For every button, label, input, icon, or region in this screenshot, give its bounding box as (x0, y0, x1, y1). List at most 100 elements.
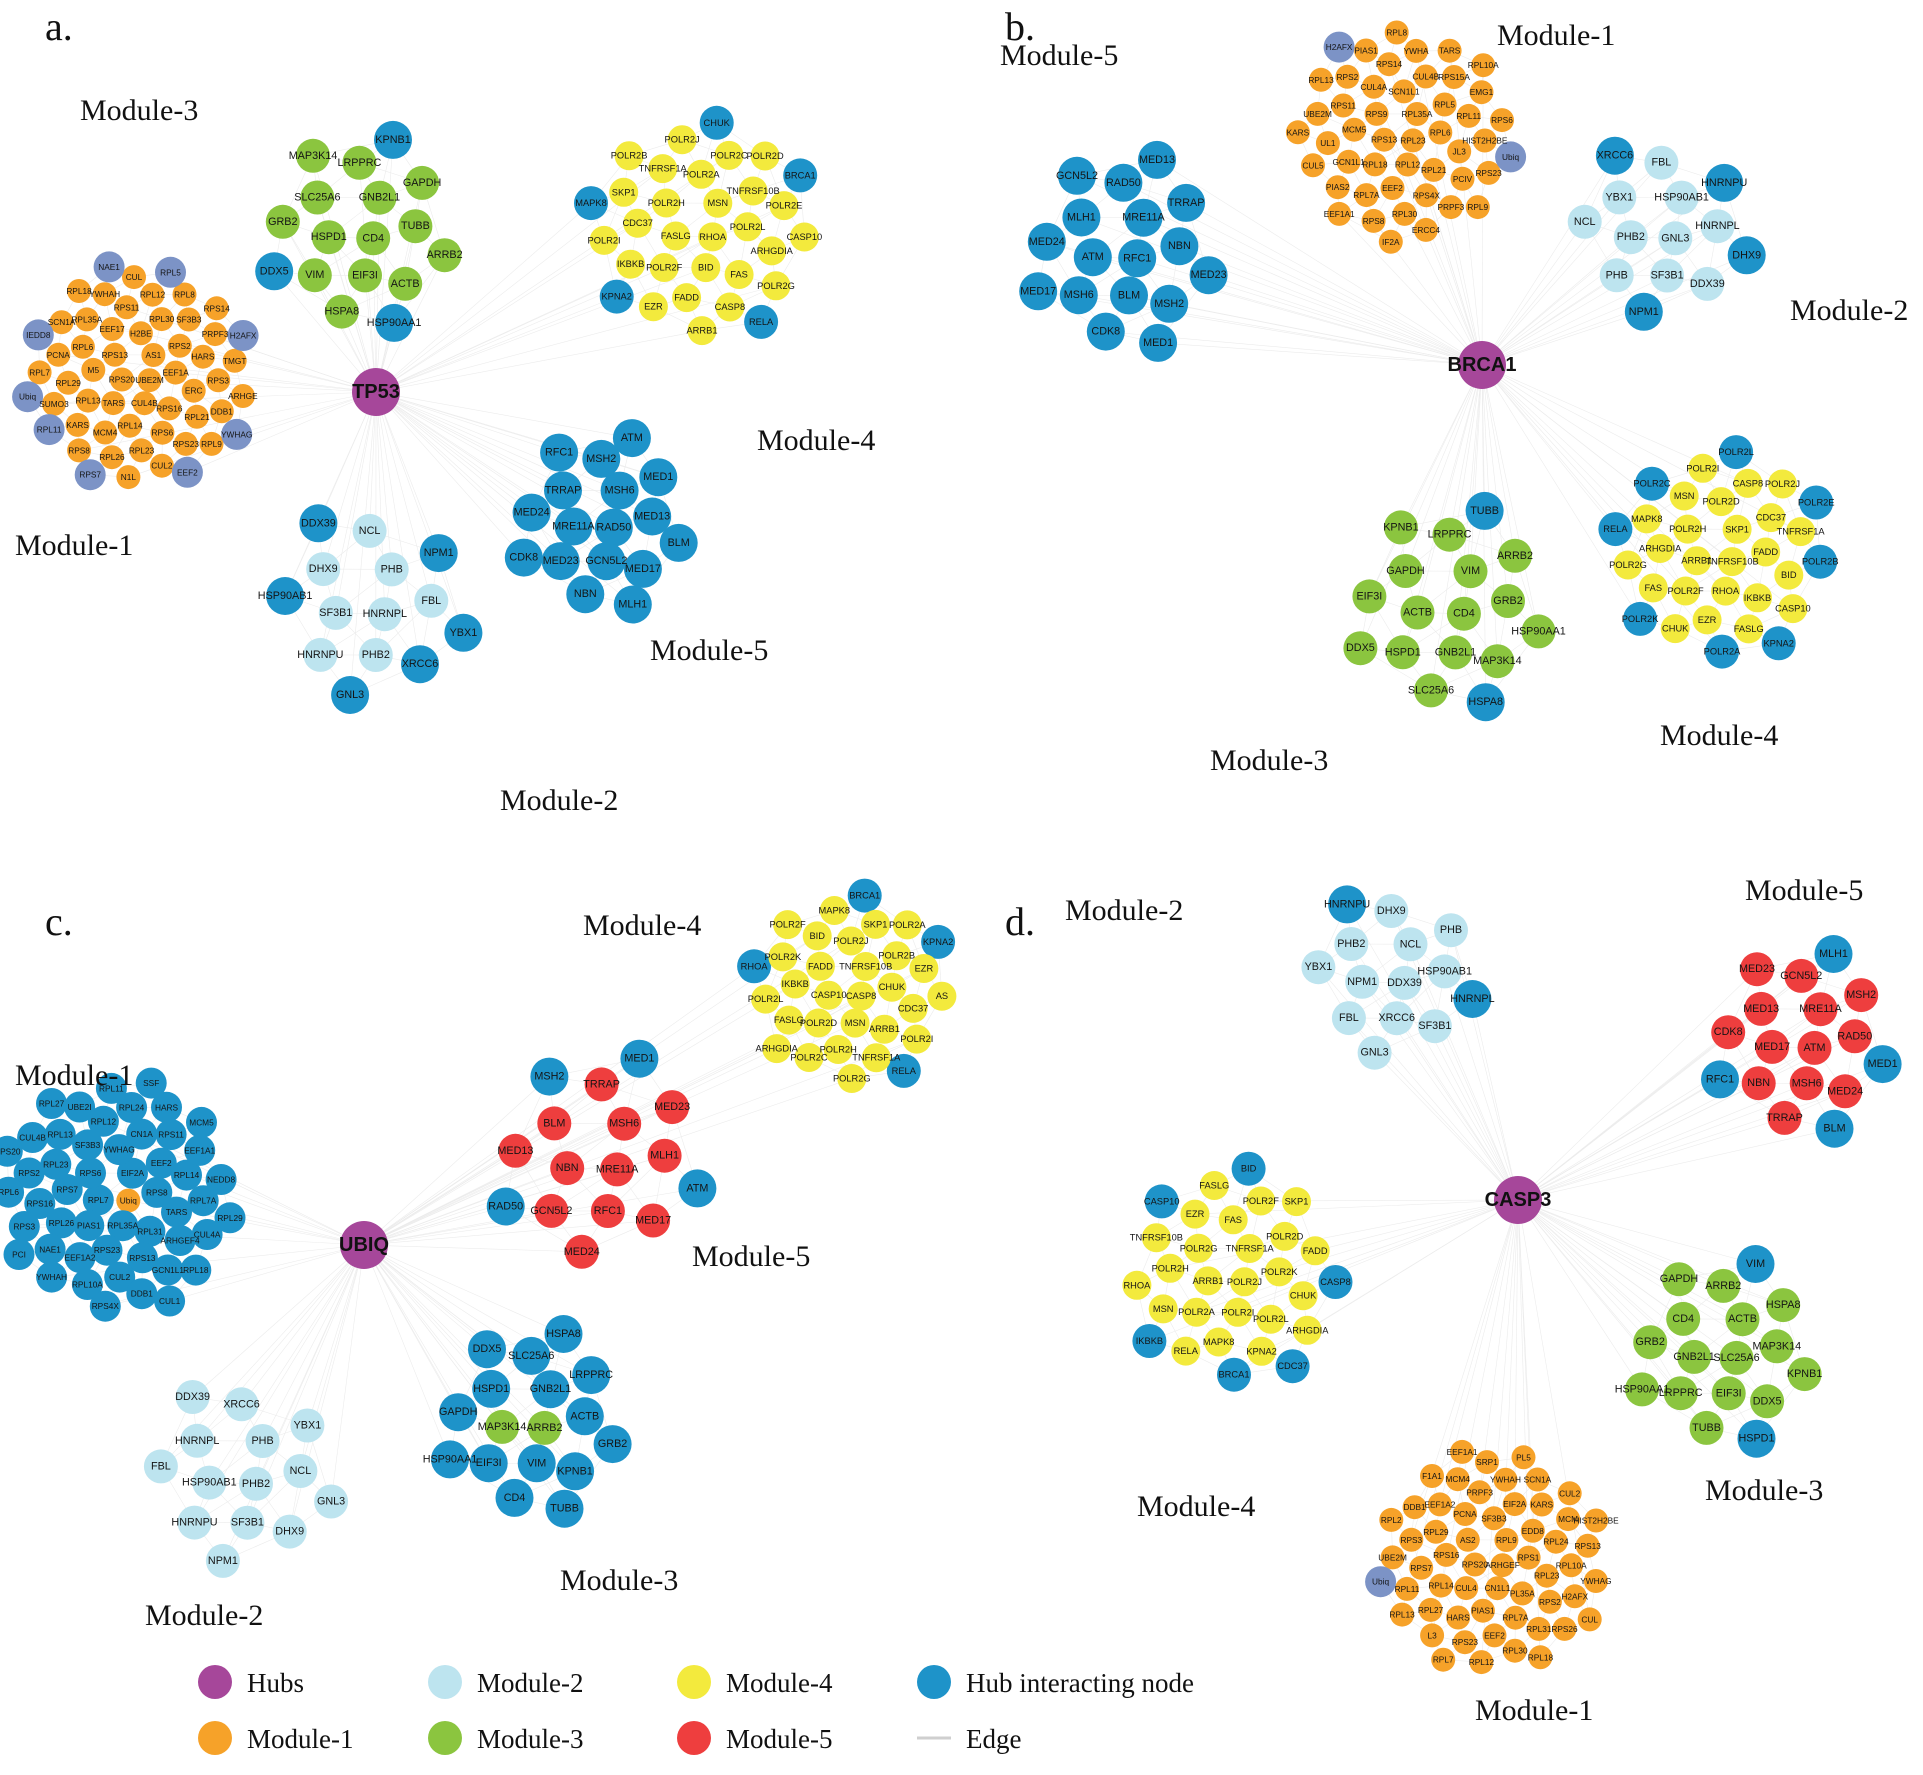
svg-text:CUL4B: CUL4B (19, 1133, 46, 1143)
svg-text:NBN: NBN (556, 1162, 579, 1174)
svg-text:RPS7: RPS7 (79, 470, 101, 480)
svg-text:VIM: VIM (1461, 565, 1480, 577)
svg-text:SUMO3: SUMO3 (39, 399, 69, 409)
svg-text:FADD: FADD (808, 961, 833, 971)
svg-text:RPS7: RPS7 (56, 1185, 78, 1195)
svg-text:EZR: EZR (915, 964, 934, 974)
svg-text:RPL27: RPL27 (1418, 1605, 1444, 1615)
svg-text:EIF3I: EIF3I (1716, 1387, 1742, 1399)
svg-text:ARHGDIA: ARHGDIA (1286, 1325, 1329, 1335)
svg-text:RPL14: RPL14 (174, 1170, 200, 1180)
svg-text:SSF: SSF (143, 1078, 159, 1088)
svg-text:HSP90AB1: HSP90AB1 (182, 1477, 237, 1489)
svg-text:Module-5: Module-5 (650, 634, 768, 667)
svg-text:IEDD8: IEDD8 (26, 330, 51, 340)
svg-text:DDX5: DDX5 (260, 265, 289, 277)
svg-text:AS2: AS2 (1460, 1535, 1476, 1545)
svg-text:MED13: MED13 (634, 511, 670, 523)
svg-text:RPS16: RPS16 (1433, 1550, 1460, 1560)
svg-text:ATM: ATM (621, 432, 643, 444)
svg-text:POLR2C: POLR2C (710, 150, 747, 160)
svg-text:SLC25A6: SLC25A6 (508, 1350, 554, 1362)
svg-text:POLR2E: POLR2E (1798, 498, 1835, 508)
svg-text:Module-3: Module-3 (1705, 1474, 1823, 1507)
svg-text:MED13: MED13 (1743, 1003, 1779, 1015)
svg-text:Edge: Edge (966, 1724, 1021, 1754)
svg-text:H2AFX: H2AFX (1326, 42, 1353, 52)
svg-text:CD4: CD4 (1672, 1313, 1694, 1325)
svg-text:MRE11A: MRE11A (596, 1163, 639, 1175)
svg-text:PHB: PHB (251, 1435, 273, 1447)
svg-text:POLR2G: POLR2G (1609, 560, 1647, 570)
svg-text:RPS8: RPS8 (1363, 216, 1385, 226)
svg-text:HNRNPL: HNRNPL (363, 608, 407, 620)
svg-text:RPL18: RPL18 (66, 286, 92, 296)
svg-text:GRB2: GRB2 (1493, 595, 1522, 607)
svg-text:BID: BID (809, 931, 825, 941)
svg-text:GCN5L2: GCN5L2 (530, 1205, 572, 1217)
svg-text:EIF3I: EIF3I (352, 269, 378, 281)
svg-text:POLR2K: POLR2K (1622, 614, 1659, 624)
svg-text:KPNB1: KPNB1 (375, 134, 410, 146)
svg-text:MSH2: MSH2 (586, 453, 616, 465)
svg-text:POLR2A: POLR2A (889, 920, 926, 930)
svg-text:SF3B3: SF3B3 (1481, 1513, 1507, 1523)
svg-text:RPL6: RPL6 (0, 1187, 19, 1197)
svg-text:TUBB: TUBB (550, 1503, 579, 1515)
svg-text:Module-2: Module-2 (145, 1599, 263, 1632)
svg-text:Module-2: Module-2 (1065, 894, 1183, 927)
svg-text:DDX39: DDX39 (1387, 977, 1422, 989)
svg-text:HSPD1: HSPD1 (1738, 1433, 1774, 1445)
svg-text:VIM: VIM (527, 1457, 546, 1469)
svg-text:RPL14: RPL14 (1428, 1581, 1454, 1591)
svg-text:PIAS2: PIAS2 (1326, 182, 1350, 192)
svg-text:EIF2A: EIF2A (1503, 1499, 1527, 1509)
svg-text:MED24: MED24 (1827, 1085, 1863, 1097)
svg-text:RPS13: RPS13 (1371, 135, 1398, 145)
svg-text:MED13: MED13 (497, 1145, 533, 1157)
svg-text:CUL5: CUL5 (1302, 160, 1324, 170)
svg-text:ARRB1: ARRB1 (1192, 1276, 1223, 1286)
svg-text:GAPDH: GAPDH (403, 177, 441, 189)
svg-text:PIAS1: PIAS1 (77, 1221, 101, 1231)
svg-text:XRCC6: XRCC6 (1378, 1012, 1415, 1024)
svg-text:PHB2: PHB2 (242, 1478, 270, 1490)
svg-text:YBX1: YBX1 (450, 627, 478, 639)
svg-text:HARS: HARS (1447, 1613, 1471, 1623)
svg-text:RPS16: RPS16 (156, 403, 183, 413)
svg-text:a.: a. (45, 4, 73, 49)
svg-text:YWHA: YWHA (1404, 46, 1429, 56)
svg-text:SKP1: SKP1 (1285, 1197, 1309, 1207)
svg-text:FBL: FBL (1651, 157, 1671, 169)
svg-text:UBE2I: UBE2I (68, 1102, 92, 1112)
svg-text:MSN: MSN (707, 198, 728, 208)
svg-text:RPS6: RPS6 (152, 428, 174, 438)
svg-text:RPS2: RPS2 (169, 341, 191, 351)
svg-text:Module-4: Module-4 (1137, 1490, 1255, 1523)
svg-text:MCM5: MCM5 (189, 1117, 214, 1127)
svg-text:MSH2: MSH2 (534, 1071, 564, 1083)
svg-text:MRE11A: MRE11A (1122, 212, 1165, 224)
svg-text:MED23: MED23 (1739, 963, 1775, 975)
svg-text:SF3B1: SF3B1 (231, 1517, 264, 1529)
svg-text:TRRAP: TRRAP (1168, 197, 1205, 209)
svg-text:FASLG: FASLG (1734, 624, 1764, 634)
svg-text:Module-1: Module-1 (247, 1724, 353, 1754)
svg-text:RPS4X: RPS4X (1413, 190, 1441, 200)
svg-text:RPS13: RPS13 (102, 350, 129, 360)
svg-text:RPL26: RPL26 (99, 452, 125, 462)
svg-text:SF3B3: SF3B3 (75, 1140, 101, 1150)
svg-text:RPL24: RPL24 (119, 1103, 145, 1113)
svg-text:Module-3: Module-3 (80, 94, 198, 127)
svg-text:EZR: EZR (644, 302, 663, 312)
svg-text:BRCA1: BRCA1 (849, 891, 880, 901)
svg-text:MED24: MED24 (564, 1246, 600, 1258)
svg-text:RPL5: RPL5 (1434, 100, 1455, 110)
svg-text:HSPA8: HSPA8 (324, 306, 359, 318)
svg-text:TUBB: TUBB (1470, 505, 1499, 517)
svg-text:MAP3K14: MAP3K14 (478, 1421, 527, 1433)
svg-text:HARS: HARS (191, 352, 215, 362)
svg-text:TRRAP: TRRAP (545, 484, 582, 496)
svg-text:GAPDH: GAPDH (1660, 1273, 1698, 1285)
svg-text:NPM1: NPM1 (208, 1555, 238, 1567)
